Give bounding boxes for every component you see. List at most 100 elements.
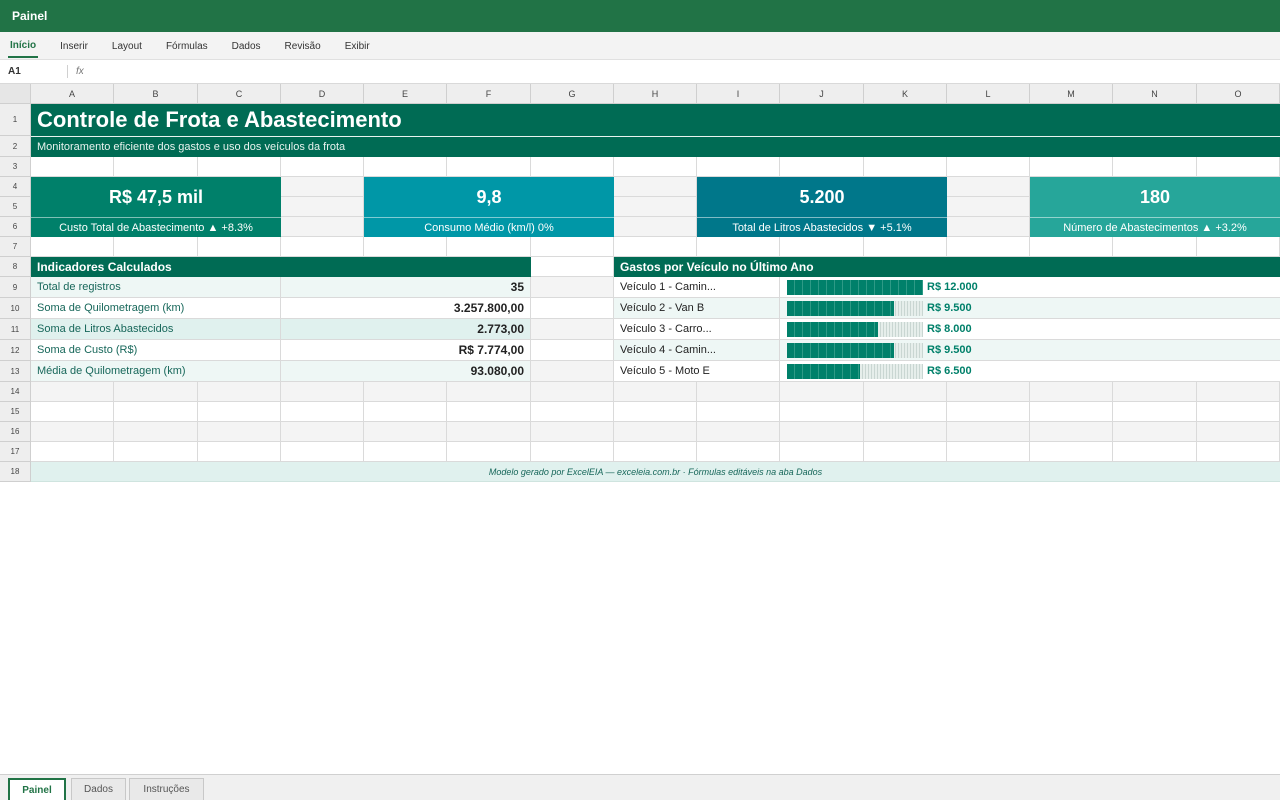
- cell[interactable]: [114, 402, 198, 422]
- row-header-15[interactable]: 15: [0, 402, 31, 422]
- cell[interactable]: [531, 277, 614, 298]
- vehicle-bar-cell[interactable]: R$ 9.500: [780, 340, 1280, 361]
- cell[interactable]: [614, 197, 697, 217]
- row-header-11[interactable]: 11: [0, 319, 31, 340]
- cell[interactable]: [114, 237, 198, 257]
- cell[interactable]: [31, 237, 114, 257]
- sheet-tab-painel[interactable]: Painel: [8, 778, 66, 800]
- cell[interactable]: [864, 237, 947, 257]
- cell[interactable]: [947, 157, 1030, 177]
- cell[interactable]: [780, 382, 864, 402]
- row-header-4[interactable]: 4: [0, 177, 31, 197]
- cell[interactable]: [531, 361, 614, 382]
- column-header-f[interactable]: F: [447, 84, 531, 104]
- sheet-tab-dados[interactable]: Dados: [71, 778, 126, 800]
- cell[interactable]: [1030, 442, 1113, 462]
- cell[interactable]: [697, 442, 780, 462]
- cell[interactable]: [531, 442, 614, 462]
- row-header-7[interactable]: 7: [0, 237, 31, 257]
- cell[interactable]: [447, 382, 531, 402]
- cell[interactable]: [281, 382, 364, 402]
- cell[interactable]: [31, 442, 114, 462]
- indicator-label[interactable]: Soma de Litros Abastecidos: [31, 319, 281, 340]
- cell[interactable]: [947, 237, 1030, 257]
- column-header-h[interactable]: H: [614, 84, 697, 104]
- cell[interactable]: [281, 422, 364, 442]
- cell[interactable]: [780, 237, 864, 257]
- column-header-j[interactable]: J: [780, 84, 864, 104]
- cell[interactable]: [697, 237, 780, 257]
- cell[interactable]: [531, 402, 614, 422]
- column-header-k[interactable]: K: [864, 84, 947, 104]
- column-header-a[interactable]: A: [31, 84, 114, 104]
- cell[interactable]: [947, 217, 1030, 237]
- cell[interactable]: [1030, 157, 1113, 177]
- cell[interactable]: [531, 382, 614, 402]
- formula-input[interactable]: [94, 62, 1264, 82]
- row-header-13[interactable]: 13: [0, 361, 31, 382]
- column-header-g[interactable]: G: [531, 84, 614, 104]
- cell[interactable]: [114, 157, 198, 177]
- cell[interactable]: [1113, 402, 1197, 422]
- cell[interactable]: [1197, 237, 1280, 257]
- cell[interactable]: [447, 237, 531, 257]
- cell[interactable]: [447, 442, 531, 462]
- ribbon-tab-revisao[interactable]: Revisão: [284, 40, 321, 52]
- column-header-m[interactable]: M: [1030, 84, 1113, 104]
- row-header-6[interactable]: 6: [0, 217, 31, 237]
- cell[interactable]: [1113, 382, 1197, 402]
- cell[interactable]: [780, 422, 864, 442]
- cell[interactable]: [198, 382, 281, 402]
- vehicle-label[interactable]: Veículo 2 - Van B: [614, 298, 780, 319]
- cell[interactable]: [1030, 382, 1113, 402]
- cell[interactable]: [531, 422, 614, 442]
- indicator-value[interactable]: 2.773,00: [281, 319, 531, 340]
- column-header-i[interactable]: I: [697, 84, 780, 104]
- column-header-d[interactable]: D: [281, 84, 364, 104]
- cell[interactable]: [281, 197, 364, 217]
- row-header-10[interactable]: 10: [0, 298, 31, 319]
- indicator-value[interactable]: 3.257.800,00: [281, 298, 531, 319]
- cell[interactable]: [281, 442, 364, 462]
- vehicle-bar-cell[interactable]: R$ 9.500: [780, 298, 1280, 319]
- cell[interactable]: [198, 237, 281, 257]
- cell[interactable]: [697, 382, 780, 402]
- column-header-o[interactable]: O: [1197, 84, 1280, 104]
- indicator-label[interactable]: Soma de Quilometragem (km): [31, 298, 281, 319]
- cell[interactable]: [947, 382, 1030, 402]
- cell[interactable]: [1030, 422, 1113, 442]
- row-header-2[interactable]: 2: [0, 136, 31, 157]
- vehicle-label[interactable]: Veículo 5 - Moto E: [614, 361, 780, 382]
- cell[interactable]: [1113, 442, 1197, 462]
- cell[interactable]: [531, 237, 614, 257]
- indicator-value[interactable]: 93.080,00: [281, 361, 531, 382]
- cell[interactable]: [531, 257, 614, 277]
- cell[interactable]: [364, 237, 447, 257]
- cell[interactable]: [864, 442, 947, 462]
- cell[interactable]: [31, 382, 114, 402]
- cell[interactable]: [114, 422, 198, 442]
- sheet-tab-instrucoes[interactable]: Instruções: [129, 778, 204, 800]
- cell[interactable]: [614, 237, 697, 257]
- cell[interactable]: [531, 340, 614, 361]
- cell[interactable]: [697, 157, 780, 177]
- cell[interactable]: [364, 402, 447, 422]
- row-header-16[interactable]: 16: [0, 422, 31, 442]
- cell[interactable]: [447, 157, 531, 177]
- indicator-value[interactable]: 35: [281, 277, 531, 298]
- cell[interactable]: [531, 157, 614, 177]
- cell[interactable]: [614, 442, 697, 462]
- cell[interactable]: [31, 422, 114, 442]
- cell[interactable]: [1113, 422, 1197, 442]
- row-header-8[interactable]: 8: [0, 257, 31, 277]
- indicator-label[interactable]: Soma de Custo (R$): [31, 340, 281, 361]
- column-header-n[interactable]: N: [1113, 84, 1197, 104]
- cell[interactable]: [281, 157, 364, 177]
- cell[interactable]: [780, 442, 864, 462]
- cell[interactable]: [864, 157, 947, 177]
- cell[interactable]: [780, 402, 864, 422]
- cell[interactable]: [198, 422, 281, 442]
- ribbon-tab-dados[interactable]: Dados: [231, 40, 261, 52]
- cell[interactable]: [864, 382, 947, 402]
- cell[interactable]: [364, 157, 447, 177]
